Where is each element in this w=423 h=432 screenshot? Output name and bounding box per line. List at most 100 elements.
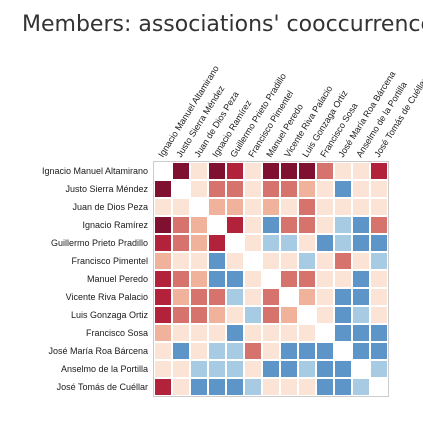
heatmap-cell bbox=[155, 181, 171, 197]
heatmap-cell bbox=[227, 289, 243, 305]
heatmap-cell bbox=[227, 199, 243, 215]
heatmap-cell bbox=[191, 271, 207, 287]
heatmap-cell bbox=[191, 343, 207, 359]
heatmap-cell bbox=[371, 307, 387, 323]
heatmap-cell bbox=[353, 181, 369, 197]
heatmap-cell bbox=[191, 235, 207, 251]
row-label: Anselmo de la Portilla bbox=[61, 364, 148, 374]
heatmap-cell bbox=[209, 181, 225, 197]
heatmap-cell bbox=[299, 361, 315, 377]
heatmap-cell bbox=[335, 271, 351, 287]
heatmap-cell bbox=[191, 181, 207, 197]
heatmap-cell bbox=[281, 307, 297, 323]
heatmap-cell bbox=[155, 253, 171, 269]
heatmap-cell bbox=[227, 253, 243, 269]
heatmap-cell bbox=[335, 325, 351, 341]
heatmap-cell bbox=[317, 163, 333, 179]
heatmap-cell bbox=[371, 199, 387, 215]
heatmap-cell bbox=[173, 289, 189, 305]
heatmap-cell bbox=[263, 199, 279, 215]
heatmap-cell bbox=[191, 325, 207, 341]
heatmap-cell bbox=[353, 307, 369, 323]
row-label: Francisco Sosa bbox=[86, 328, 148, 338]
row-labels: Ignacio Manuel Altamirano Justo Sierra Mé… bbox=[42, 166, 149, 392]
row-label: Ignacio Ramírez bbox=[82, 220, 148, 230]
heatmap-cell bbox=[245, 217, 261, 233]
heatmap-cell bbox=[227, 343, 243, 359]
heatmap-cell bbox=[317, 217, 333, 233]
heatmap-cell bbox=[299, 181, 315, 197]
heatmap-cell bbox=[281, 361, 297, 377]
heatmap-cell bbox=[227, 217, 243, 233]
heatmap-cell bbox=[371, 361, 387, 377]
heatmap-cell bbox=[263, 289, 279, 305]
heatmap-cell bbox=[371, 289, 387, 305]
heatmap-cell bbox=[299, 235, 315, 251]
heatmap-cell bbox=[191, 379, 207, 395]
heatmap-cell bbox=[335, 289, 351, 305]
heatmap-cell bbox=[281, 379, 297, 395]
heatmap-cell bbox=[173, 235, 189, 251]
row-label: Guillermo Prieto Pradillo bbox=[51, 238, 148, 248]
heatmap-cell bbox=[335, 253, 351, 269]
heatmap-cell bbox=[353, 289, 369, 305]
heatmap-cell bbox=[317, 289, 333, 305]
heatmap-cell bbox=[209, 289, 225, 305]
heatmap-cell bbox=[173, 271, 189, 287]
heatmap-cell bbox=[245, 199, 261, 215]
row-label: José Tomás de Cuéllar bbox=[57, 382, 148, 392]
heatmap-cell bbox=[173, 343, 189, 359]
heatmap-cell bbox=[335, 235, 351, 251]
heatmap-cell bbox=[263, 253, 279, 269]
heatmap-cell bbox=[191, 307, 207, 323]
heatmap-cell bbox=[173, 199, 189, 215]
heatmap-cell bbox=[227, 181, 243, 197]
heatmap-cell bbox=[317, 271, 333, 287]
heatmap-cell bbox=[155, 325, 171, 341]
heatmap-cell bbox=[353, 325, 369, 341]
heatmap-cell bbox=[209, 307, 225, 323]
heatmap-cell bbox=[155, 307, 171, 323]
heatmap-cell bbox=[263, 235, 279, 251]
heatmap-cell bbox=[173, 253, 189, 269]
heatmap-cell bbox=[299, 253, 315, 269]
heatmap-cell bbox=[209, 253, 225, 269]
heatmap-cell bbox=[335, 379, 351, 395]
heatmap-cell bbox=[335, 181, 351, 197]
heatmap-cell bbox=[245, 307, 261, 323]
heatmap-cell bbox=[155, 343, 171, 359]
heatmap-cell bbox=[371, 181, 387, 197]
heatmap-cell bbox=[209, 271, 225, 287]
heatmap-cell bbox=[227, 325, 243, 341]
heatmap-cell bbox=[281, 235, 297, 251]
chart-title: Members: associations' cooccurrence bbox=[22, 12, 423, 37]
heatmap-cell bbox=[209, 343, 225, 359]
heatmap-cell bbox=[173, 307, 189, 323]
row-label: Manuel Peredo bbox=[87, 274, 148, 284]
heatmap-cell bbox=[227, 379, 243, 395]
heatmap-cell bbox=[245, 361, 261, 377]
row-label: Luis Gonzaga Ortiz bbox=[71, 310, 149, 320]
heatmap-cell bbox=[335, 199, 351, 215]
heatmap-cell bbox=[245, 325, 261, 341]
heatmap-cell bbox=[317, 253, 333, 269]
heatmap-cell bbox=[281, 271, 297, 287]
heatmap-cell bbox=[371, 325, 387, 341]
heatmap-cell bbox=[335, 361, 351, 377]
heatmap-cell bbox=[281, 343, 297, 359]
heatmap-cell bbox=[353, 343, 369, 359]
heatmap-cell bbox=[263, 163, 279, 179]
heatmap-cell bbox=[227, 361, 243, 377]
heatmap-cell bbox=[263, 379, 279, 395]
heatmap-cell bbox=[209, 325, 225, 341]
heatmap-cell bbox=[353, 271, 369, 287]
heatmap-cell bbox=[191, 361, 207, 377]
heatmap-cell bbox=[317, 181, 333, 197]
heatmap-cell bbox=[299, 289, 315, 305]
heatmap-cell bbox=[245, 271, 261, 287]
heatmap-cell bbox=[191, 289, 207, 305]
heatmap-cell bbox=[263, 361, 279, 377]
